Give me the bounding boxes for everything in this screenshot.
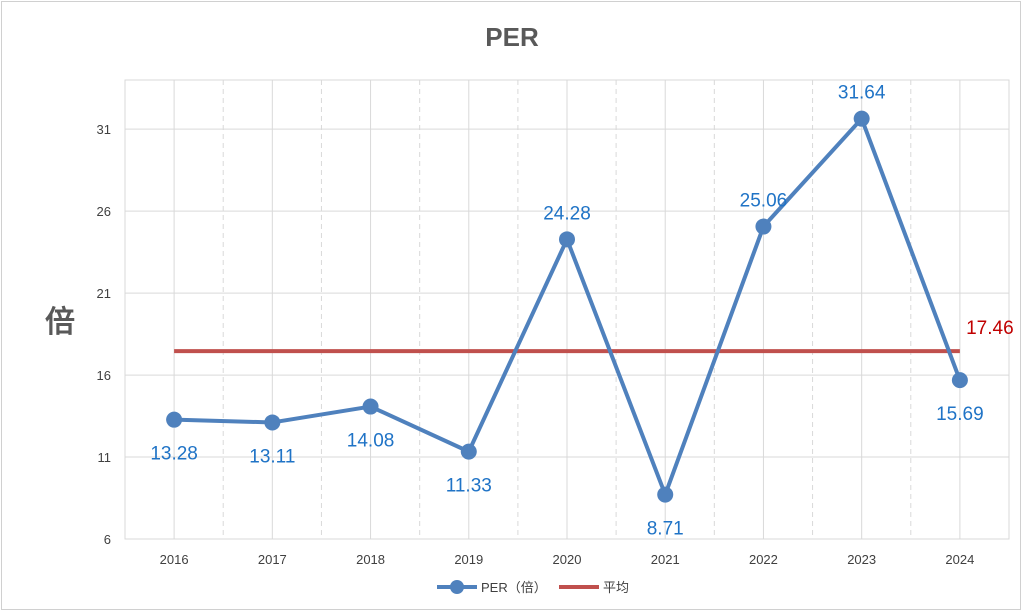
per-point bbox=[166, 411, 183, 428]
y-tick-label: 21 bbox=[97, 286, 111, 301]
y-tick-label: 31 bbox=[97, 122, 111, 137]
per-point bbox=[460, 443, 477, 460]
y-tick-labels: 6 11 16 21 26 31 bbox=[97, 122, 111, 547]
per-point bbox=[951, 372, 968, 389]
per-data-label: 13.11 bbox=[249, 446, 295, 467]
per-data-label: 15.69 bbox=[936, 404, 984, 425]
per-series bbox=[166, 110, 968, 503]
per-point bbox=[559, 231, 575, 248]
per-data-label: 24.28 bbox=[543, 203, 591, 224]
x-tick-labels: 2016 2017 2018 2019 2020 2021 2022 2023 2024 bbox=[160, 552, 975, 567]
y-tick-label: 6 bbox=[104, 532, 111, 547]
legend-per-marker bbox=[450, 580, 464, 594]
chart-title: PER bbox=[485, 22, 539, 52]
x-tick-label: 2022 bbox=[749, 552, 778, 567]
per-point bbox=[657, 486, 674, 503]
x-tick-label: 2016 bbox=[160, 552, 189, 567]
per-data-label: 25.06 bbox=[740, 191, 788, 212]
y-tick-label: 11 bbox=[98, 450, 112, 465]
x-tick-label: 2018 bbox=[356, 552, 385, 567]
y-tick-label: 26 bbox=[97, 204, 111, 219]
x-tick-label: 2023 bbox=[847, 552, 876, 567]
per-data-label: 13.28 bbox=[150, 444, 198, 465]
x-tick-label: 2021 bbox=[651, 552, 680, 567]
x-tick-label: 2017 bbox=[258, 552, 287, 567]
per-data-label: 11.33 bbox=[446, 476, 492, 497]
x-tick-label: 2020 bbox=[553, 552, 582, 567]
data-labels: 13.28 13.11 14.08 11.33 24.28 8.71 25.06 31.64 1… bbox=[150, 83, 1013, 540]
per-point bbox=[264, 414, 281, 431]
x-tick-label: 2019 bbox=[454, 552, 483, 567]
x-tick-label: 2024 bbox=[945, 552, 974, 567]
per-data-label: 14.08 bbox=[347, 431, 395, 452]
per-point bbox=[362, 398, 379, 415]
per-data-label: 31.64 bbox=[838, 83, 886, 104]
per-data-label: 8.71 bbox=[647, 519, 684, 540]
legend-per-label: PER（倍） bbox=[481, 580, 547, 595]
legend: PER（倍） 平均 bbox=[437, 580, 629, 595]
average-data-label: 17.46 bbox=[966, 318, 1014, 339]
grid-lines bbox=[124, 79, 1010, 540]
y-tick-label: 16 bbox=[97, 368, 111, 383]
y-axis-label: 倍 bbox=[45, 305, 75, 339]
per-point bbox=[755, 218, 772, 235]
per-point bbox=[853, 110, 870, 127]
legend-avg-label: 平均 bbox=[603, 580, 629, 595]
